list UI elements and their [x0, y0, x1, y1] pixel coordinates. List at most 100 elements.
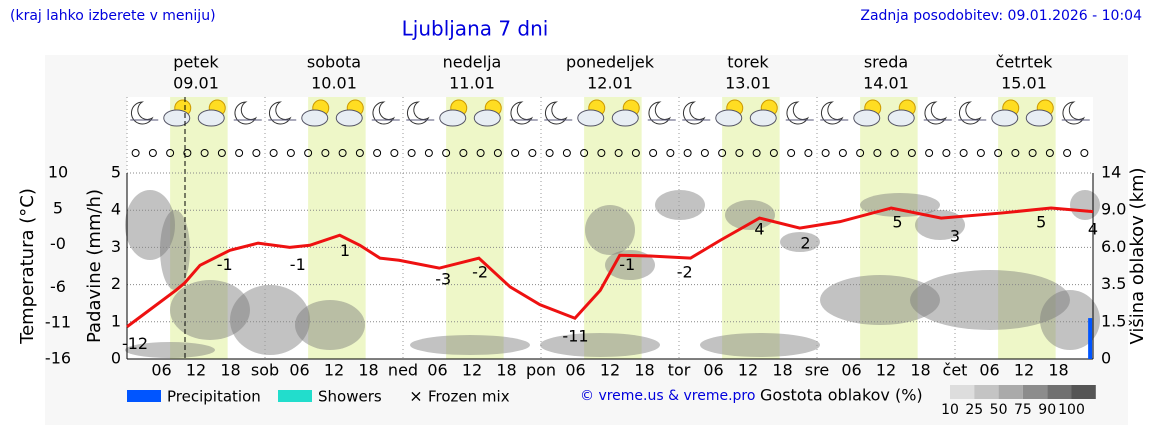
x-tick-label: 12: [1014, 361, 1034, 380]
wind-calm: [407, 149, 416, 157]
wind-calm: [217, 149, 226, 157]
wind-calm: [511, 149, 520, 157]
legend-label: Frozen mix: [428, 388, 510, 406]
moon-icon: [820, 101, 844, 125]
wind-calm: [925, 149, 934, 157]
x-tick-label: 06: [841, 361, 861, 380]
title: Ljubljana 7 dni: [402, 17, 549, 41]
day-name: torek: [727, 53, 769, 72]
x-tick-label: 12: [738, 361, 758, 380]
temp-tick-label: -16: [45, 349, 71, 368]
x-tick-label: 06: [151, 361, 171, 380]
cloud-icon: [301, 109, 329, 127]
cloud-tick-label: 6.0: [1101, 237, 1126, 256]
y-tick-label: 4: [111, 200, 121, 219]
daylight-band: [998, 97, 1056, 359]
temp-tick-label: -6: [50, 277, 66, 296]
hint: (kraj lahko izberete v meniju): [10, 8, 216, 24]
x-tick-label: sre: [805, 361, 829, 380]
wind-calm: [683, 149, 692, 157]
wind-calm: [890, 149, 899, 157]
legend-label: Showers: [318, 388, 382, 406]
temp-extreme-label: -11: [562, 327, 588, 346]
temp-extreme-label: 3: [950, 227, 960, 246]
temp-tick-label: -0: [50, 234, 66, 253]
wind-calm: [700, 149, 709, 157]
y-tick-label: 3: [111, 237, 121, 256]
wind-calm: [718, 149, 727, 157]
x-tick-label: tor: [668, 361, 691, 380]
wind-calm: [752, 149, 761, 157]
y-tick-label: 2: [111, 274, 121, 293]
daylight-band: [308, 97, 366, 359]
wind-calm: [424, 149, 433, 157]
temp-extreme-label: 4: [754, 219, 764, 238]
y-tick-label: 0: [111, 349, 121, 368]
day-date: 15.01: [1001, 74, 1047, 93]
cloud-icon: [887, 109, 915, 127]
day-name: sobota: [307, 53, 361, 72]
wind-calm: [304, 149, 313, 157]
cloud-icon: [853, 109, 881, 127]
wind-calm: [286, 149, 295, 157]
x-tick-label: 18: [910, 361, 930, 380]
moon-icon: [510, 101, 534, 125]
wind-calm: [200, 149, 209, 157]
day-name: ponedeljek: [566, 53, 655, 72]
cloud-tick-label: 1.5: [1101, 311, 1126, 330]
x-tick-label: 06: [979, 361, 999, 380]
cloud-icon: [163, 109, 191, 127]
x-tick-label: 06: [703, 361, 723, 380]
wind-calm: [597, 149, 606, 157]
credit: © vreme.us & vreme.pro: [580, 388, 755, 404]
day-name: četrtek: [996, 53, 1054, 72]
wind-calm: [976, 149, 985, 157]
y-tick-label: 5: [111, 163, 121, 182]
wind-calm: [338, 149, 347, 157]
wind-calm: [442, 149, 451, 157]
wind-calm: [907, 149, 916, 157]
wind-calm: [804, 149, 813, 157]
cloud-legend-label: 100: [1058, 402, 1085, 418]
temp-tick-label: -11: [45, 313, 71, 332]
x-tick-label: 12: [324, 361, 344, 380]
daylight-band: [446, 97, 504, 359]
temp-extreme-label: -12: [122, 334, 148, 353]
temp-tick-label: 10: [48, 163, 68, 182]
wind-calm: [545, 149, 554, 157]
temperature-line: [126, 206, 1094, 329]
x-tick-label: 18: [634, 361, 654, 380]
moon-icon: [234, 101, 258, 125]
cloud-axis-title: Višina oblakov (km): [1127, 167, 1148, 344]
cloud-tick-label: 9.0: [1101, 200, 1126, 219]
day-date: 09.01: [173, 74, 219, 93]
wind-calm: [994, 149, 1003, 157]
cloud-legend-swatch: [998, 385, 1023, 399]
temp-extreme-label: -2: [472, 262, 488, 281]
cloud-tick-label: 3.5: [1101, 274, 1126, 293]
wind-calm: [252, 149, 261, 157]
y-tick-label: 1: [111, 311, 121, 330]
day-date: 13.01: [725, 74, 771, 93]
legend-swatch: [127, 390, 161, 402]
wind-calm: [528, 149, 537, 157]
x-tick-label: 12: [600, 361, 620, 380]
cloud-icon: [1025, 109, 1053, 127]
wind-calm: [942, 149, 951, 157]
moon-icon: [372, 101, 396, 125]
temp-extreme-label: 5: [1036, 212, 1046, 231]
day-date: 14.01: [863, 74, 909, 93]
daylight-band: [584, 97, 642, 359]
x-tick-label: 12: [462, 361, 482, 380]
cloud-icon: [335, 109, 363, 127]
moon-icon: [682, 101, 706, 125]
wind-calm: [580, 149, 589, 157]
wind-calm: [166, 149, 175, 157]
temp-tick-label: 5: [53, 198, 63, 217]
wind-calm: [235, 149, 244, 157]
cloud-legend-label: 25: [965, 402, 983, 418]
temp-extreme-label: -1: [217, 255, 233, 274]
x-tick-label: 06: [289, 361, 309, 380]
wind-calm: [959, 149, 968, 157]
moon-icon: [924, 101, 948, 125]
